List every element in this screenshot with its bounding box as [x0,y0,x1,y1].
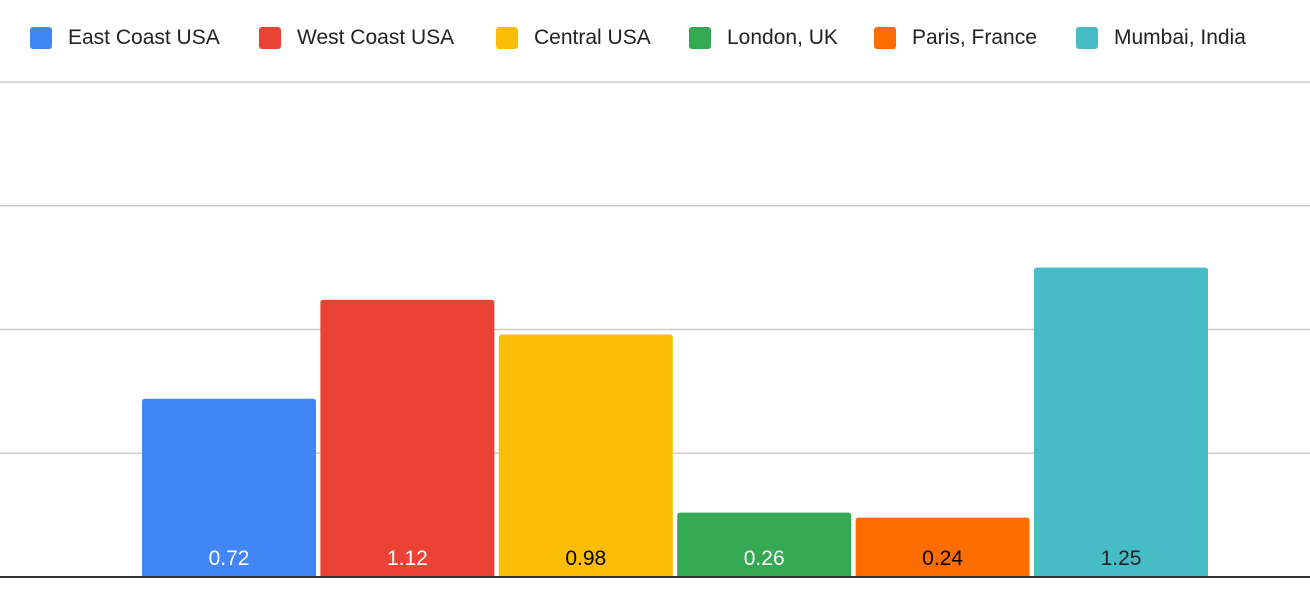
legend-label: East Coast USA [68,26,220,49]
legend-swatch-central-usa [496,27,518,49]
bar-central-usa[interactable] [498,334,673,577]
legend-swatch-mumbai-india [1076,27,1098,49]
bar-west-coast-usa[interactable] [320,299,495,577]
data-label: 0.98 [565,547,606,570]
legend-swatch-east-coast-usa [30,27,52,49]
data-label: 0.72 [209,547,250,570]
legend-item-mumbai-india[interactable]: Mumbai, India [1076,18,1246,58]
bar-paris-france[interactable] [855,517,1030,577]
data-label: 1.25 [1101,547,1142,570]
data-label: 0.26 [744,547,785,570]
bar-mumbai-india[interactable] [1034,267,1208,577]
legend-label: London, UK [727,26,838,49]
bar-london-uk[interactable] [677,512,852,577]
legend-swatch-london-uk [689,27,711,49]
legend-item-paris-france[interactable]: Paris, France [874,18,1037,58]
legend-label: West Coast USA [297,26,455,49]
data-label: 1.12 [387,547,428,570]
legend-label: Paris, France [912,26,1037,49]
legend-swatch-paris-france [874,27,896,49]
data-label: 0.24 [922,547,963,570]
data-labels: 0.72 1.12 0.98 0.26 0.24 1.25 [209,547,1142,570]
legend-item-london-uk[interactable]: London, UK [689,18,838,58]
legend-item-east-coast-usa[interactable]: East Coast USA [30,18,220,58]
legend-label: Mumbai, India [1114,26,1246,49]
legend-swatch-west-coast-usa [259,27,281,49]
legend: East Coast USA West Coast USA Central US… [0,18,1310,58]
legend-item-central-usa[interactable]: Central USA [496,18,651,58]
legend-label: Central USA [534,26,651,49]
bar-east-coast-usa[interactable] [142,398,316,577]
legend-item-west-coast-usa[interactable]: West Coast USA [259,18,454,58]
bars [142,267,1208,577]
